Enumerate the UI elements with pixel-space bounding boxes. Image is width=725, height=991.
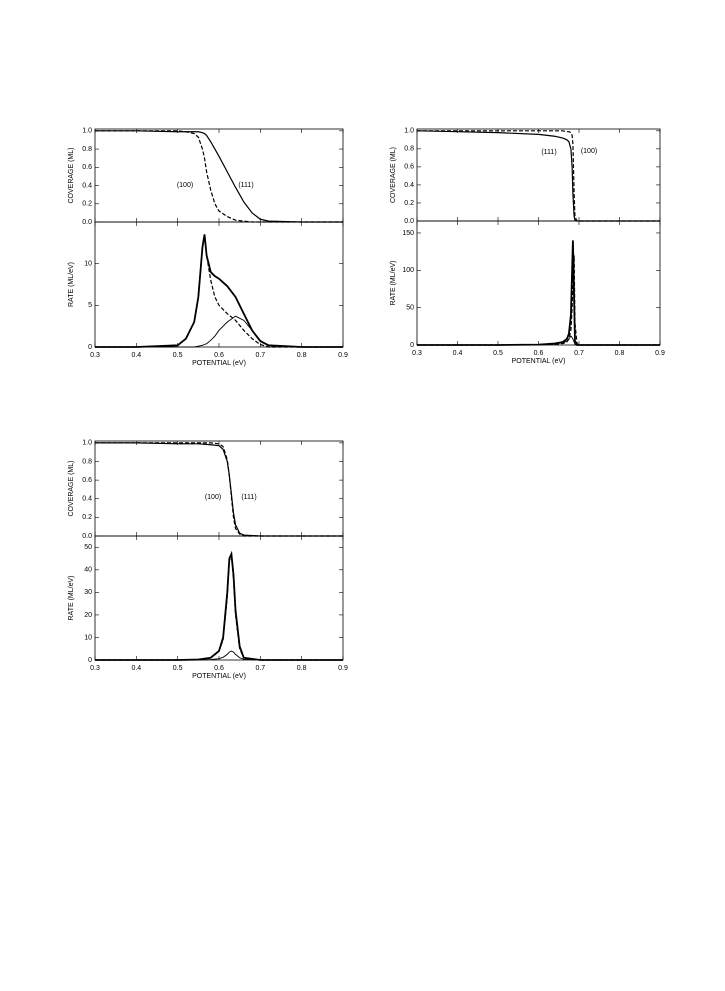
curve [417, 130, 660, 222]
x-tick-label: 0.8 [297, 665, 307, 672]
x-tick-label: 0.6 [214, 665, 224, 672]
x-tick-label: 0.9 [655, 350, 665, 357]
y-tick-label: 30 [84, 589, 92, 596]
y-tick-label: 0.2 [82, 201, 92, 208]
x-tick-label: 0.5 [493, 350, 503, 357]
x-axis-label: POTENTIAL (eV) [192, 673, 246, 680]
y-axis-label: COVERAGE (ML) [390, 147, 397, 203]
y-tick-label: 0.8 [404, 146, 414, 153]
x-tick-label: 0.5 [173, 352, 183, 359]
y-axis-label: RATE (ML/eV) [68, 262, 75, 307]
x-tick-label: 0.4 [131, 352, 141, 359]
x-tick-label: 0.3 [90, 352, 100, 359]
y-tick-label: 1.0 [82, 128, 92, 135]
x-tick-label: 0.7 [255, 665, 265, 672]
curve [95, 130, 343, 223]
curve-label: (100) [205, 494, 221, 501]
x-tick-label: 0.6 [534, 350, 544, 357]
x-tick-label: 0.8 [297, 352, 307, 359]
curve-label: (111) [238, 182, 253, 189]
y-axis-label: COVERAGE (ML) [68, 147, 75, 203]
y-tick-label: 40 [84, 567, 92, 574]
curve [95, 234, 343, 348]
y-tick-label: 0.4 [82, 182, 92, 189]
y-axis-label: COVERAGE (ML) [68, 460, 75, 516]
y-tick-label: 0.0 [404, 218, 414, 225]
y-tick-label: 0 [88, 344, 92, 351]
curve [95, 442, 343, 537]
y-tick-label: 10 [84, 634, 92, 641]
curve [417, 335, 660, 346]
y-tick-label: 0.8 [82, 146, 92, 153]
curve [95, 315, 343, 348]
y-tick-label: 50 [406, 304, 414, 311]
x-tick-label: 0.4 [131, 665, 141, 672]
y-axis-label: RATE (ML/eV) [390, 261, 397, 306]
y-tick-label: 0 [410, 342, 414, 349]
x-tick-label: 0.7 [574, 350, 584, 357]
curve-label: (100) [177, 182, 193, 189]
y-tick-label: 0 [88, 657, 92, 664]
y-tick-label: 0.2 [82, 514, 92, 521]
y-tick-label: 0.4 [82, 496, 92, 503]
y-tick-label: 0.2 [404, 200, 414, 207]
x-tick-label: 0.9 [338, 352, 348, 359]
y-tick-label: 1.0 [82, 440, 92, 447]
y-tick-label: 0.0 [82, 533, 92, 540]
y-axis-label: RATE (ML/eV) [68, 576, 75, 621]
y-tick-label: 0.0 [82, 219, 92, 226]
curve-label: (111) [541, 149, 556, 156]
y-tick-label: 0.6 [404, 164, 414, 171]
y-tick-label: 0.8 [82, 458, 92, 465]
x-tick-label: 0.9 [338, 665, 348, 672]
y-tick-label: 0.4 [404, 182, 414, 189]
curve-label: (100) [581, 148, 597, 155]
y-tick-label: 20 [84, 612, 92, 619]
y-tick-label: 0.6 [82, 164, 92, 171]
x-axis-label: POTENTIAL (eV) [192, 360, 246, 367]
y-tick-label: 1.0 [404, 128, 414, 135]
y-tick-label: 100 [402, 267, 414, 274]
x-tick-label: 0.8 [615, 350, 625, 357]
y-tick-label: 0.6 [82, 477, 92, 484]
curve [95, 650, 343, 661]
x-tick-label: 0.3 [90, 665, 100, 672]
x-tick-label: 0.6 [214, 352, 224, 359]
x-tick-label: 0.5 [173, 665, 183, 672]
y-tick-label: 10 [84, 261, 92, 268]
y-tick-label: 150 [402, 230, 414, 237]
x-tick-label: 0.4 [453, 350, 463, 357]
curve-label: (111) [241, 494, 256, 501]
y-tick-label: 50 [84, 544, 92, 551]
x-axis-label: POTENTIAL (eV) [512, 358, 566, 365]
x-tick-label: 0.3 [412, 350, 422, 357]
x-tick-label: 0.7 [255, 352, 265, 359]
y-tick-label: 5 [88, 302, 92, 309]
